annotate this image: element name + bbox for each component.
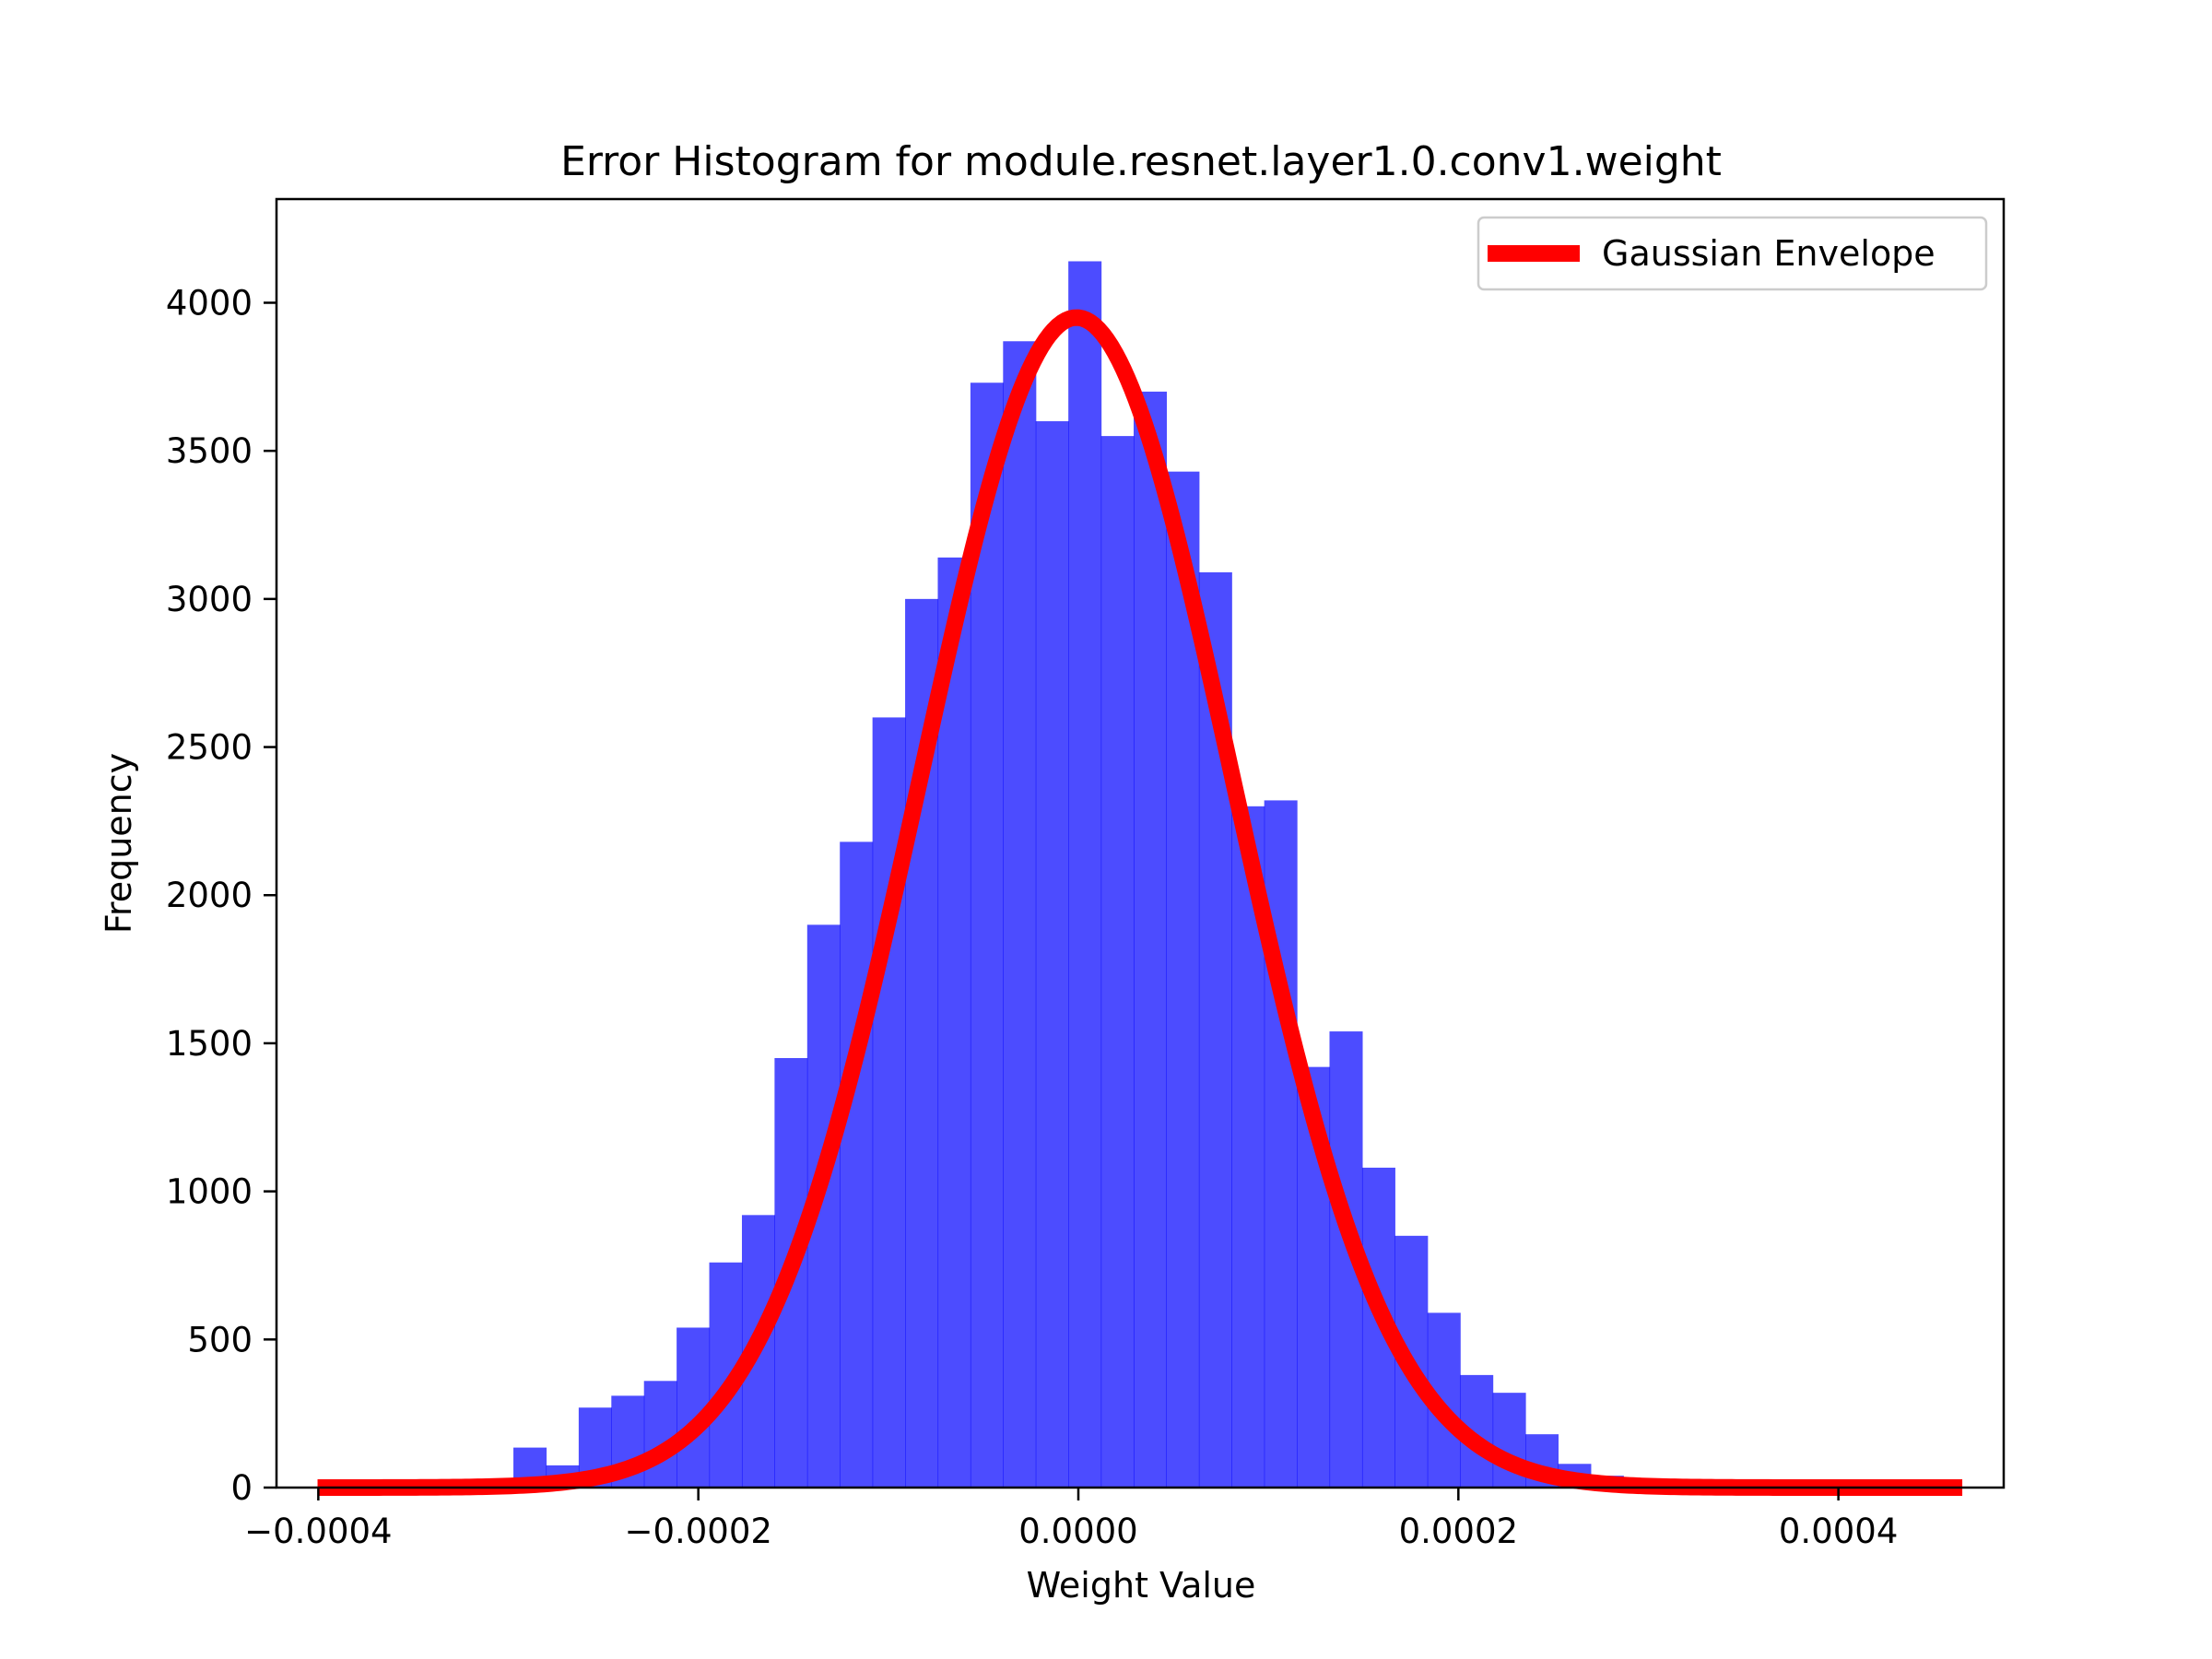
- y-tick-label-3: 1500: [166, 1024, 253, 1064]
- histogram-bar-25: [1133, 391, 1168, 1488]
- plot-frame: [275, 197, 2006, 1489]
- x-axis-ticks: −0.0004 −0.0002 0.0000 0.0002 0.0004: [244, 1488, 1898, 1551]
- histogram-bar-24: [1100, 436, 1135, 1488]
- y-axis-label: Frequency: [99, 753, 139, 934]
- histogram-bar-23: [1068, 261, 1102, 1488]
- y-tick-label-0: 0: [230, 1468, 253, 1508]
- histogram-bar-10: [643, 1381, 677, 1488]
- histogram-bar-22: [1035, 421, 1069, 1488]
- y-tick-label-2: 1000: [166, 1172, 253, 1212]
- chart-title: Error Histogram for module.resnet.layer1…: [560, 138, 1722, 185]
- histogram-bar-19: [937, 557, 971, 1488]
- legend: Gaussian Envelope: [1477, 216, 1988, 291]
- x-tick-label-1: −0.0002: [624, 1512, 771, 1551]
- histogram-bar-16: [840, 841, 874, 1488]
- legend-label-gaussian-envelope: Gaussian Envelope: [1602, 233, 1936, 274]
- histogram-bar-21: [1003, 341, 1037, 1488]
- x-tick-label-4: 0.0004: [1779, 1512, 1898, 1551]
- x-axis-label: Weight Value: [1027, 1565, 1256, 1606]
- y-axis-ticks: 0 500 1000 1500 2000 2500 3000 3500 4000: [166, 283, 276, 1508]
- histogram-bar-29: [1264, 800, 1298, 1488]
- y-tick-label-5: 2500: [166, 728, 253, 768]
- y-tick-label-4: 2000: [166, 876, 253, 915]
- y-tick-label-7: 3500: [166, 431, 253, 471]
- y-tick-label-8: 4000: [166, 283, 253, 323]
- x-tick-label-0: −0.0004: [244, 1512, 392, 1551]
- legend-box: [1477, 216, 1988, 291]
- x-tick-label-2: 0.0000: [1018, 1512, 1137, 1551]
- x-tick-label-3: 0.0002: [1399, 1512, 1518, 1551]
- y-tick-label-6: 3000: [166, 580, 253, 619]
- y-tick-label-1: 500: [187, 1320, 253, 1359]
